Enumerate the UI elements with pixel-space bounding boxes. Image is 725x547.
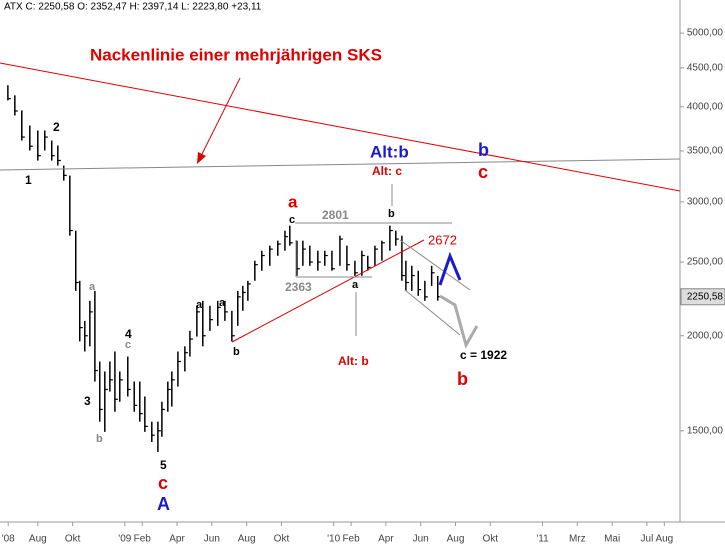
annotation: 2801 bbox=[322, 208, 349, 222]
y-tick-label: 3500,00 bbox=[687, 146, 724, 157]
x-tick-label: Apr bbox=[169, 534, 185, 545]
overlay-lines bbox=[0, 62, 681, 349]
x-tick-label: Feb bbox=[134, 534, 152, 545]
x-tick-label: Okt bbox=[483, 534, 499, 545]
x-tick-label: Okt bbox=[274, 534, 290, 545]
y-tick-label: 4500,00 bbox=[687, 63, 724, 74]
annotation: Alt: b bbox=[338, 354, 369, 368]
y-tick-label: 3000,00 bbox=[687, 196, 724, 207]
x-tick-label: Mai bbox=[604, 534, 620, 545]
annotation: a bbox=[352, 279, 359, 291]
projection-path bbox=[438, 251, 462, 286]
arrow-head bbox=[197, 152, 206, 164]
annotation: A bbox=[157, 494, 170, 514]
annotation: Alt:b bbox=[370, 142, 409, 161]
x-tick-label: Jun bbox=[204, 534, 220, 545]
y-tick-label: 1500,00 bbox=[687, 425, 724, 436]
x-tick-label: Aug bbox=[238, 534, 256, 545]
neckline bbox=[0, 158, 681, 171]
header: ATX C: 2250,58 O: 2352,47 H: 2397,14 L: … bbox=[4, 2, 262, 13]
trend-line bbox=[231, 239, 425, 343]
channel-line bbox=[399, 239, 471, 291]
annotation: Nackenlinie einer mehrjährigen SKS bbox=[90, 45, 382, 64]
trend-line bbox=[0, 62, 681, 192]
y-tick-label: 2500,00 bbox=[687, 257, 724, 268]
x-tick-label: Aug bbox=[655, 534, 673, 545]
x-tick-label: Jun bbox=[413, 534, 429, 545]
annotation: c = 1922 bbox=[460, 348, 507, 362]
x-tick-label: Okt bbox=[65, 534, 81, 545]
x-tick-label: Mrz bbox=[569, 534, 586, 545]
x-tick-label: '09 bbox=[118, 534, 131, 545]
x-tick-label: Aug bbox=[29, 534, 47, 545]
projection-path bbox=[439, 294, 479, 349]
last-price-label: 2250,58 bbox=[687, 291, 724, 302]
y-tick-label: 4000,00 bbox=[687, 101, 724, 112]
x-tick-label: Apr bbox=[378, 534, 394, 545]
y-tick-label: 2000,00 bbox=[687, 330, 724, 341]
x-tick-label: Jul bbox=[641, 534, 654, 545]
annotation: b bbox=[96, 433, 103, 445]
y-tick-label: 5000,00 bbox=[687, 28, 724, 39]
x-tick-label: Feb bbox=[342, 534, 360, 545]
annotation: 2672 bbox=[428, 232, 457, 247]
annotation: 4 bbox=[125, 327, 132, 341]
arrow bbox=[199, 77, 241, 159]
annotation: 2363 bbox=[285, 280, 312, 294]
annotation: 3 bbox=[84, 394, 91, 408]
annotation: a bbox=[89, 281, 96, 293]
annotation: Alt: c bbox=[372, 164, 402, 178]
channel-line bbox=[404, 289, 461, 336]
annotation: 2 bbox=[53, 120, 60, 134]
annotation: c bbox=[478, 162, 488, 182]
annotation: 1 bbox=[25, 173, 32, 187]
annotation: b bbox=[457, 369, 468, 389]
last-price-box bbox=[680, 288, 725, 306]
annotation: b bbox=[388, 208, 395, 220]
annotation: a bbox=[196, 299, 203, 311]
annotation: a bbox=[219, 297, 226, 309]
annotation: a bbox=[288, 192, 298, 211]
x-tick-label: '11 bbox=[536, 534, 549, 545]
x-tick-label: Aug bbox=[447, 534, 465, 545]
x-tick-label: '10 bbox=[327, 534, 340, 545]
annotation: c bbox=[125, 339, 131, 351]
x-tick-label: '08 bbox=[2, 534, 15, 545]
annotation: c bbox=[158, 473, 168, 493]
annotation: b bbox=[233, 346, 240, 358]
annotation: 5 bbox=[160, 458, 167, 472]
annotation: b bbox=[478, 140, 489, 160]
annotation: c bbox=[289, 214, 295, 226]
